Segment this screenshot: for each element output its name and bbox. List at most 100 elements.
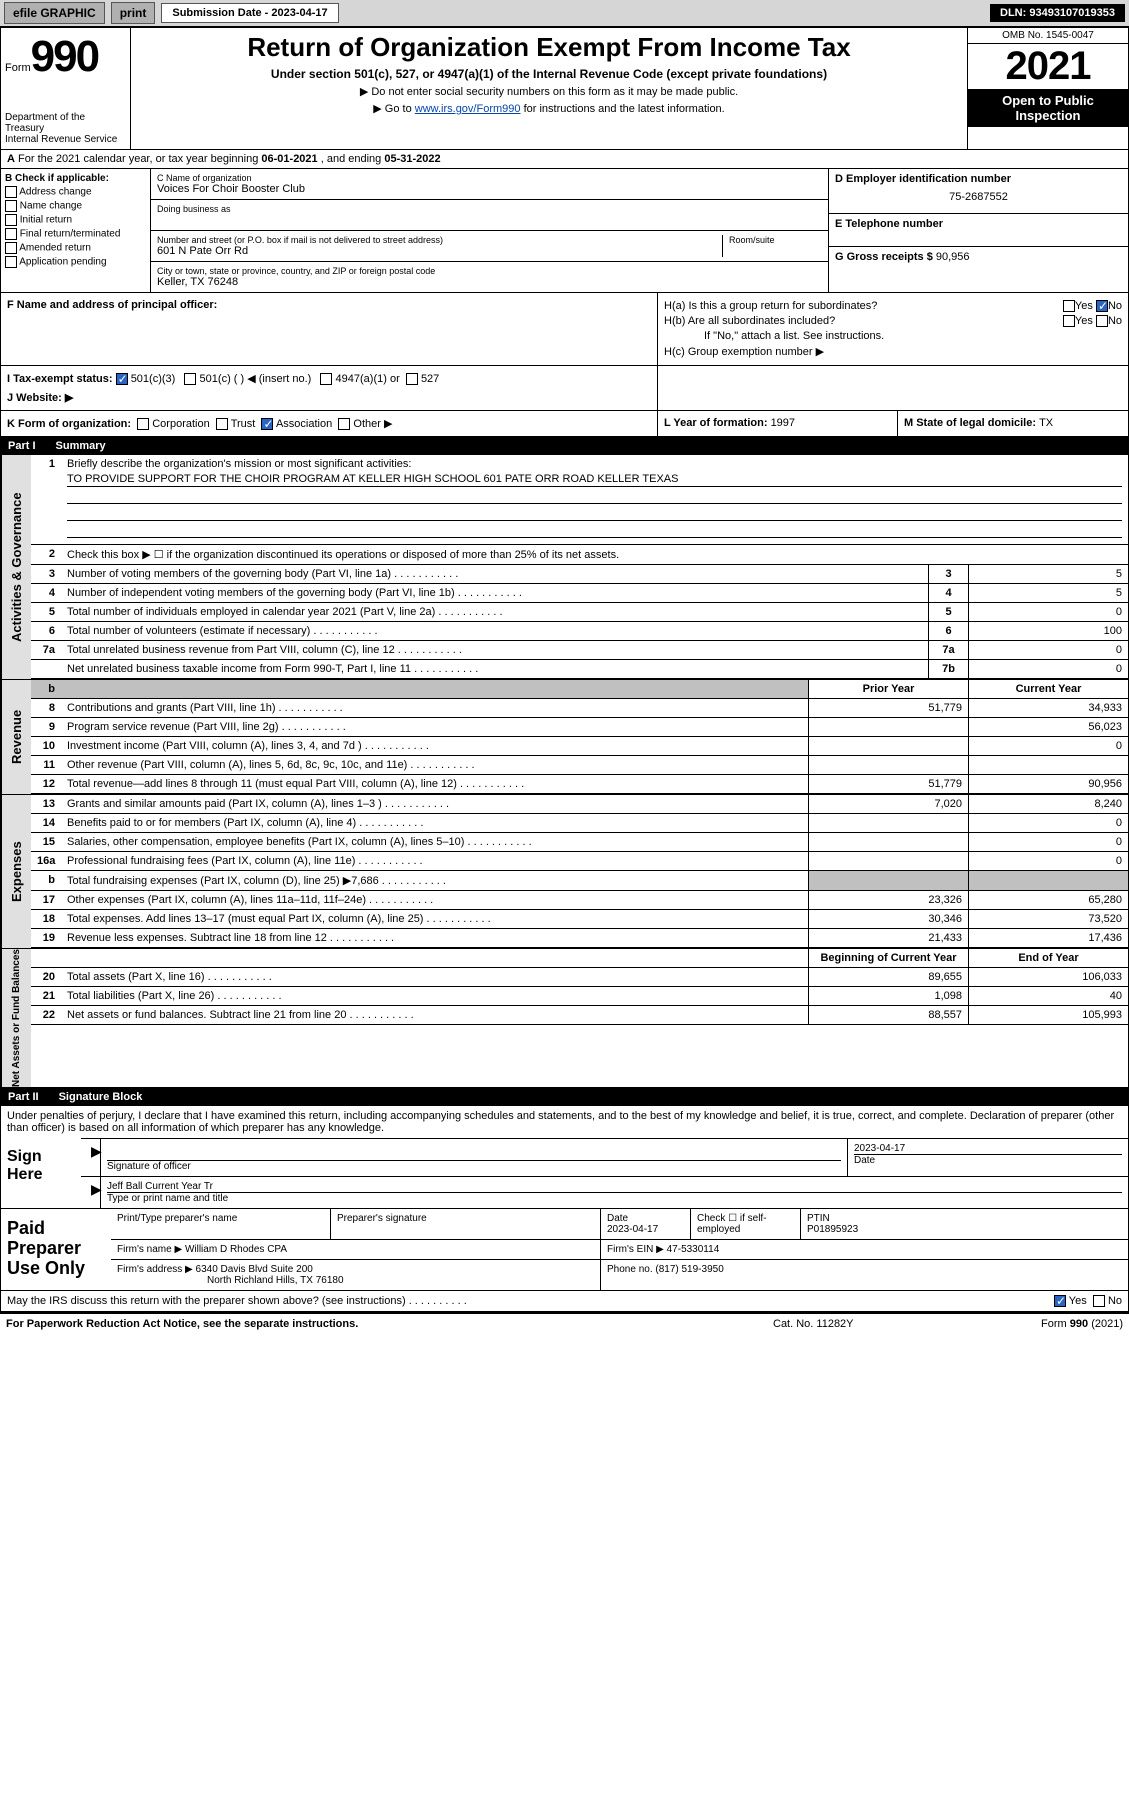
- chk-amended[interactable]: Amended return: [5, 242, 146, 254]
- line-desc: Benefits paid to or for members (Part IX…: [61, 814, 808, 832]
- prior-val: 21,433: [808, 929, 968, 947]
- line-num: 16a: [31, 852, 61, 870]
- line-val: 100: [968, 622, 1128, 640]
- submission-date: Submission Date - 2023-04-17: [161, 3, 338, 23]
- line-desc: Program service revenue (Part VIII, line…: [61, 718, 808, 736]
- line-desc: Net assets or fund balances. Subtract li…: [61, 1006, 808, 1024]
- prior-val: 1,098: [808, 987, 968, 1005]
- chk-final[interactable]: Final return/terminated: [5, 228, 146, 240]
- gross-label: G Gross receipts $: [835, 251, 936, 263]
- prep-date-label: Date: [607, 1213, 628, 1224]
- line-ref: 3: [928, 565, 968, 583]
- chk-initial[interactable]: Initial return: [5, 214, 146, 226]
- line-num: 22: [31, 1006, 61, 1024]
- chk-name[interactable]: Name change: [5, 200, 146, 212]
- curr-val: 65,280: [968, 891, 1128, 909]
- org-city: Keller, TX 76248: [157, 276, 238, 288]
- vtab-net: Net Assets or Fund Balances: [1, 949, 31, 1087]
- prior-val: 23,326: [808, 891, 968, 909]
- line-desc: Revenue less expenses. Subtract line 18 …: [61, 929, 808, 947]
- firm-phone-label: Phone no.: [607, 1264, 655, 1275]
- line-desc: Number of independent voting members of …: [61, 584, 928, 602]
- prep-name-label: Print/Type preparer's name: [117, 1213, 237, 1224]
- mission-text: TO PROVIDE SUPPORT FOR THE CHOIR PROGRAM…: [67, 473, 1122, 487]
- name-label: C Name of organization: [157, 173, 822, 183]
- line-num: 15: [31, 833, 61, 851]
- chk-assoc[interactable]: [261, 418, 273, 430]
- discuss-yes[interactable]: [1054, 1295, 1066, 1307]
- dba-label: Doing business as: [157, 204, 822, 214]
- ein-value: 75-2687552: [835, 185, 1122, 209]
- l-label: L Year of formation:: [664, 417, 771, 429]
- curr-val: 17,436: [968, 929, 1128, 947]
- curr-val: 0: [968, 737, 1128, 755]
- line-ref: 7b: [928, 660, 968, 678]
- chk-501c3[interactable]: [116, 373, 128, 385]
- l-val: 1997: [771, 417, 795, 429]
- col-de: D Employer identification number75-26875…: [828, 169, 1128, 292]
- prior-val: [808, 814, 968, 832]
- line-desc: Salaries, other compensation, employee b…: [61, 833, 808, 851]
- line-num: 10: [31, 737, 61, 755]
- line-num: 14: [31, 814, 61, 832]
- col-h: H(a) Is this a group return for subordin…: [658, 293, 1128, 365]
- line-desc: Other revenue (Part VIII, column (A), li…: [61, 756, 808, 774]
- hb-note: If "No," attach a list. See instructions…: [664, 330, 1122, 342]
- line-ref: 4: [928, 584, 968, 602]
- section-fh: F Name and address of principal officer:…: [0, 293, 1129, 366]
- subtitle3: ▶ Go to www.irs.gov/Form990 for instruct…: [135, 102, 963, 115]
- i-label: I Tax-exempt status:: [7, 373, 113, 385]
- firm-ein-label: Firm's EIN ▶: [607, 1244, 664, 1255]
- line-num: 21: [31, 987, 61, 1005]
- line-num: 18: [31, 910, 61, 928]
- prep-date: 2023-04-17: [607, 1224, 658, 1235]
- prior-val: 51,779: [808, 775, 968, 793]
- line-num: 3: [31, 565, 61, 583]
- ptin-label: PTIN: [807, 1213, 830, 1224]
- efile-btn[interactable]: efile GRAPHIC: [4, 2, 105, 24]
- tax-year: 2021: [968, 44, 1128, 89]
- j-label: J Website: ▶: [7, 392, 73, 404]
- prep-check: Check ☐ if self-employed: [697, 1213, 767, 1235]
- ptin: P01895923: [807, 1224, 858, 1235]
- prior-val: 51,779: [808, 699, 968, 717]
- line-desc: Total number of individuals employed in …: [61, 603, 928, 621]
- firm-name-label: Firm's name ▶: [117, 1244, 182, 1255]
- suite-label: Room/suite: [729, 235, 822, 245]
- print-btn[interactable]: print: [111, 2, 156, 24]
- form-word: Form: [5, 62, 31, 74]
- sign-here-label: Sign Here: [1, 1138, 81, 1208]
- hb-text: H(b) Are all subordinates included?: [664, 315, 835, 327]
- m-label: M State of legal domicile:: [904, 417, 1039, 429]
- gross-value: 90,956: [936, 251, 970, 263]
- hdr-curr: Current Year: [968, 680, 1128, 698]
- prior-val: 7,020: [808, 795, 968, 813]
- part2-header: Part IISignature Block: [0, 1088, 1129, 1106]
- col-c: C Name of organizationVoices For Choir B…: [151, 169, 828, 292]
- curr-val: 106,033: [968, 968, 1128, 986]
- irs-link[interactable]: www.irs.gov/Form990: [415, 103, 521, 115]
- dept: Department of the Treasury: [5, 112, 126, 134]
- line-desc: Investment income (Part VIII, column (A)…: [61, 737, 808, 755]
- prior-val: [808, 852, 968, 870]
- vtab-expenses: Expenses: [1, 795, 31, 948]
- line-num: [31, 660, 61, 678]
- line-num: 8: [31, 699, 61, 717]
- curr-val: 8,240: [968, 795, 1128, 813]
- line-num: 4: [31, 584, 61, 602]
- sig-officer-label: Signature of officer: [107, 1161, 191, 1172]
- line-num: 13: [31, 795, 61, 813]
- prior-val: [808, 756, 968, 774]
- line-num: 7a: [31, 641, 61, 659]
- curr-val: 56,023: [968, 718, 1128, 736]
- line-desc: Total assets (Part X, line 16): [61, 968, 808, 986]
- curr-val: 0: [968, 814, 1128, 832]
- chk-addr[interactable]: Address change: [5, 186, 146, 198]
- form-header: Form990 Department of the Treasury Inter…: [0, 27, 1129, 150]
- chk-pending[interactable]: Application pending: [5, 256, 146, 268]
- omb: OMB No. 1545-0047: [968, 28, 1128, 44]
- ha-text: H(a) Is this a group return for subordin…: [664, 300, 877, 312]
- line-ref: 7a: [928, 641, 968, 659]
- hdr-beg: Beginning of Current Year: [808, 949, 968, 967]
- footer-left: For Paperwork Reduction Act Notice, see …: [6, 1318, 773, 1330]
